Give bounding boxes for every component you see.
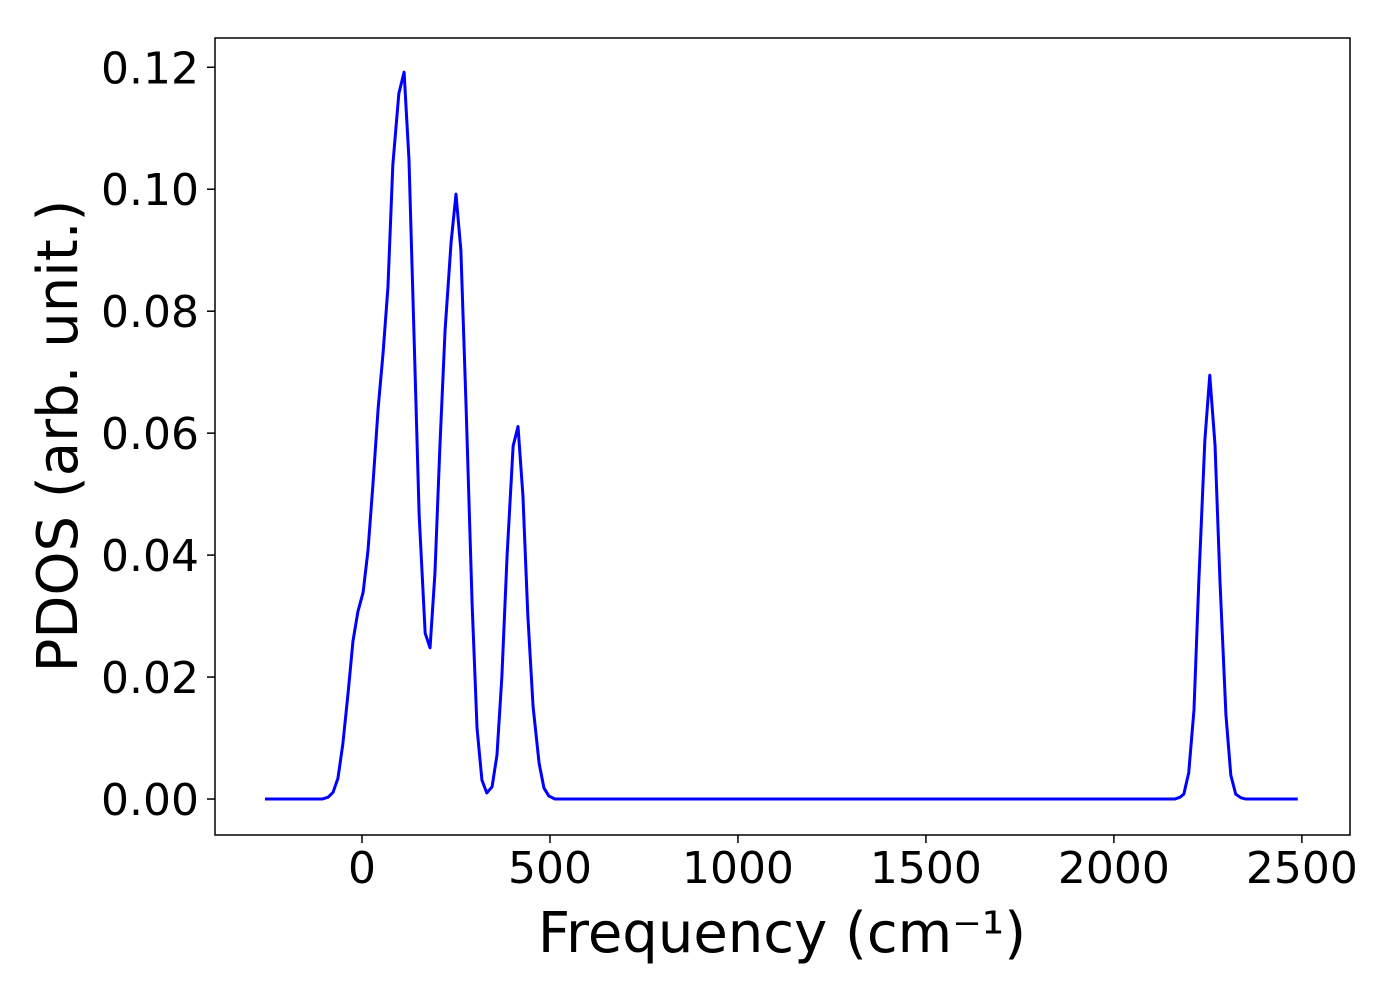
x-axis-label: Frequency (cm⁻¹)	[538, 901, 1026, 966]
y-tick-label: 0.02	[101, 653, 199, 704]
y-tick-label: 0.12	[101, 43, 199, 94]
y-tick-label: 0.08	[101, 287, 199, 338]
y-tick-label: 0.00	[101, 775, 199, 826]
x-tick-label: 1000	[682, 843, 794, 894]
y-tick-label: 0.10	[101, 165, 199, 216]
x-tick-label: 2000	[1058, 843, 1170, 894]
line-series	[265, 70, 1298, 801]
y-axis-label: PDOS (arb. unit.)	[26, 200, 91, 673]
y-tick-label: 0.04	[101, 531, 199, 582]
y-tick-label: 0.06	[101, 409, 199, 460]
x-tick-label: 2500	[1246, 843, 1358, 894]
plot-frame	[214, 37, 1351, 836]
x-tick-label: 1500	[870, 843, 982, 894]
x-tick-label: 0	[348, 843, 376, 894]
x-tick-label: 500	[508, 843, 592, 894]
